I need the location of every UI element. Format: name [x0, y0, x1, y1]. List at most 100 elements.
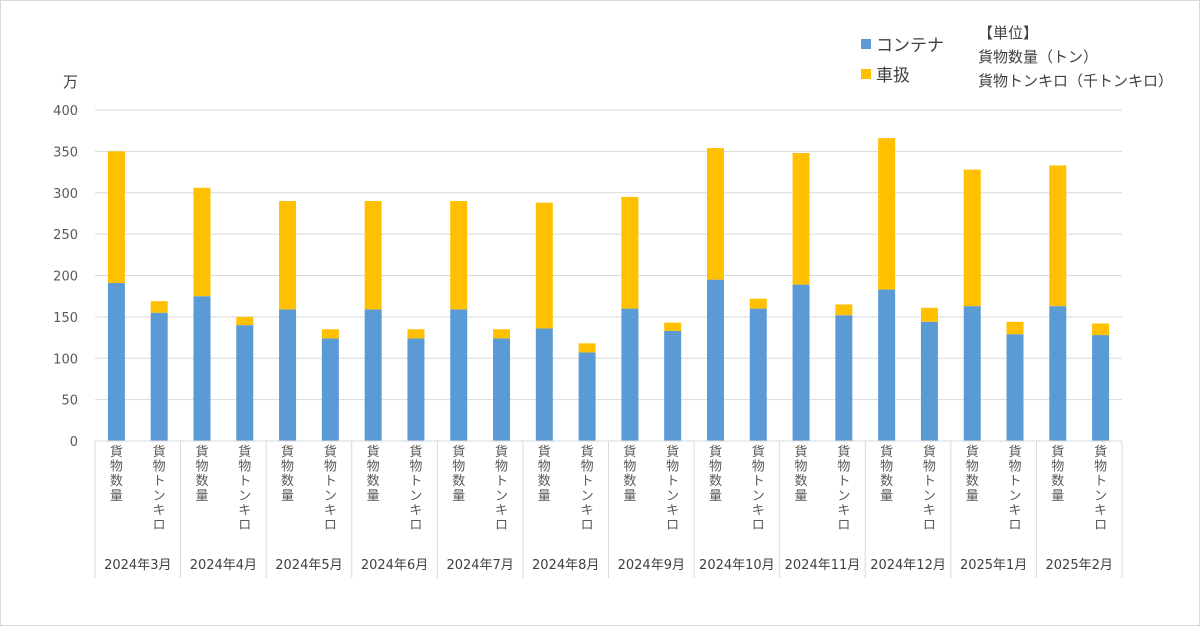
x-group-label: 2024年6月: [361, 558, 428, 573]
y-tick-label: 300: [53, 187, 78, 202]
bar-segment: [664, 322, 682, 331]
x-subcategory-label: 貨物数量: [880, 444, 893, 504]
bar-segment: [236, 325, 254, 441]
bar-segment: [364, 201, 382, 310]
legend-label-wagon: 車扱: [876, 66, 910, 86]
bar-segment: [321, 329, 339, 339]
bar-segment: [878, 138, 896, 290]
bar-segment: [535, 328, 553, 441]
legend-swatch-container: [861, 38, 871, 49]
x-group-label: 2024年4月: [190, 558, 257, 573]
unit-note-line-tonkm: 貨物トンキロ（千トンキロ）: [978, 72, 1174, 90]
y-tick-label: 400: [53, 104, 78, 119]
legend-label-container: コンテナ: [876, 36, 944, 56]
x-group-label: 2025年1月: [960, 558, 1027, 573]
unit-note: 【単位】 貨物数量（トン） 貨物トンキロ（千トンキロ）: [978, 21, 1173, 93]
bar-segment: [1049, 165, 1067, 307]
bar-segment: [1006, 334, 1024, 441]
x-subcategory-label: 貨物トンキロ: [495, 444, 508, 533]
bar-segment: [621, 308, 639, 441]
bar-segment: [1049, 306, 1067, 441]
bar-segment: [835, 304, 853, 316]
y-tick-label: 50: [61, 394, 78, 409]
bar-segment: [621, 196, 639, 309]
x-subcategory-label: 貨物数量: [795, 444, 808, 504]
bar-segment: [407, 338, 425, 441]
bar-segment: [279, 309, 297, 441]
bar-segment: [1092, 335, 1110, 441]
x-subcategory-label: 貨物トンキロ: [923, 444, 936, 533]
bar-segment: [236, 316, 254, 326]
x-group-label: 2024年8月: [532, 558, 599, 573]
axes: [94, 440, 1123, 578]
bar-segment: [963, 306, 981, 441]
bar-segment: [535, 202, 553, 329]
bar-segment: [792, 284, 810, 441]
x-subcategory-label: 貨物数量: [110, 444, 123, 504]
bar-segment: [493, 338, 511, 441]
x-subcategory-label: 貨物トンキロ: [153, 444, 166, 533]
y-tick-label: 0: [70, 435, 78, 450]
bar-segment: [321, 338, 339, 441]
bar-segment: [107, 282, 125, 441]
bar-segment: [107, 151, 125, 283]
y-tick-label: 350: [53, 145, 78, 160]
x-group-label: 2025年2月: [1046, 558, 1113, 573]
x-subcategory-label: 貨物数量: [452, 444, 465, 504]
x-subcategory-label: 貨物トンキロ: [837, 444, 850, 533]
x-subcategory-label: 貨物トンキロ: [1094, 444, 1107, 533]
bar-segment: [1006, 321, 1024, 335]
x-group-label: 2024年12月: [870, 558, 946, 573]
x-subcategory-label: 貨物数量: [709, 444, 722, 504]
x-group-label: 2024年7月: [446, 558, 513, 573]
bar-segment: [578, 352, 596, 441]
bar-segment: [749, 308, 767, 441]
x-subcategory-label: 貨物数量: [367, 444, 380, 504]
bar-segment: [920, 321, 938, 441]
bars: [107, 138, 1110, 441]
x-subcategory-label: 貨物トンキロ: [238, 444, 251, 533]
bar-segment: [920, 307, 938, 322]
bar-segment: [706, 148, 724, 280]
x-subcategory-label: 貨物数量: [195, 444, 208, 504]
bar-segment: [963, 169, 981, 307]
grid-lines: [95, 109, 1122, 401]
y-tick-label: 100: [53, 352, 78, 367]
bar-segment: [364, 309, 382, 441]
bar-segment: [193, 296, 211, 441]
x-group-label: 2024年11月: [785, 558, 861, 573]
bar-segment: [835, 315, 853, 441]
bar-segment: [493, 329, 511, 339]
x-group-label: 2024年10月: [699, 558, 775, 573]
legend-item-wagon: 車扱: [861, 61, 910, 86]
x-subcategory-label: 貨物トンキロ: [581, 444, 594, 533]
y-tick-label: 150: [53, 311, 78, 326]
bar-segment: [664, 330, 682, 441]
bar-segment: [450, 201, 468, 310]
bar-segment: [279, 201, 297, 310]
bar-segment: [150, 301, 168, 313]
bar-segment: [450, 309, 468, 441]
x-group-label: 2024年3月: [104, 558, 171, 573]
legend-swatch-wagon: [861, 68, 871, 79]
bar-segment: [150, 312, 168, 441]
x-subcategory-label: 貨物数量: [281, 444, 294, 504]
legend-item-container: コンテナ: [861, 31, 944, 56]
bar-segment: [193, 187, 211, 297]
unit-note-heading: 【単位】: [978, 24, 1039, 42]
bar-segment: [407, 329, 425, 339]
x-subcategory-label: 貨物数量: [623, 444, 636, 504]
x-subcategory-label: 貨物数量: [966, 444, 979, 504]
y-axis-unit-label: 万: [63, 73, 79, 91]
x-subcategory-label: 貨物数量: [1051, 444, 1064, 504]
bar-segment: [749, 298, 767, 309]
x-subcategory-label: 貨物トンキロ: [666, 444, 679, 533]
bar-segment: [878, 289, 896, 441]
axis-labels: 0 50 100 150 200 250 300 350 400 貨物数量 貨物トンキロ 2024年3…: [53, 104, 1113, 573]
x-subcategory-label: 貨物数量: [538, 444, 551, 504]
x-group-label: 2024年5月: [275, 558, 342, 573]
x-subcategory-label: 貨物トンキロ: [1009, 444, 1022, 533]
x-subcategory-label: 貨物トンキロ: [324, 444, 337, 533]
